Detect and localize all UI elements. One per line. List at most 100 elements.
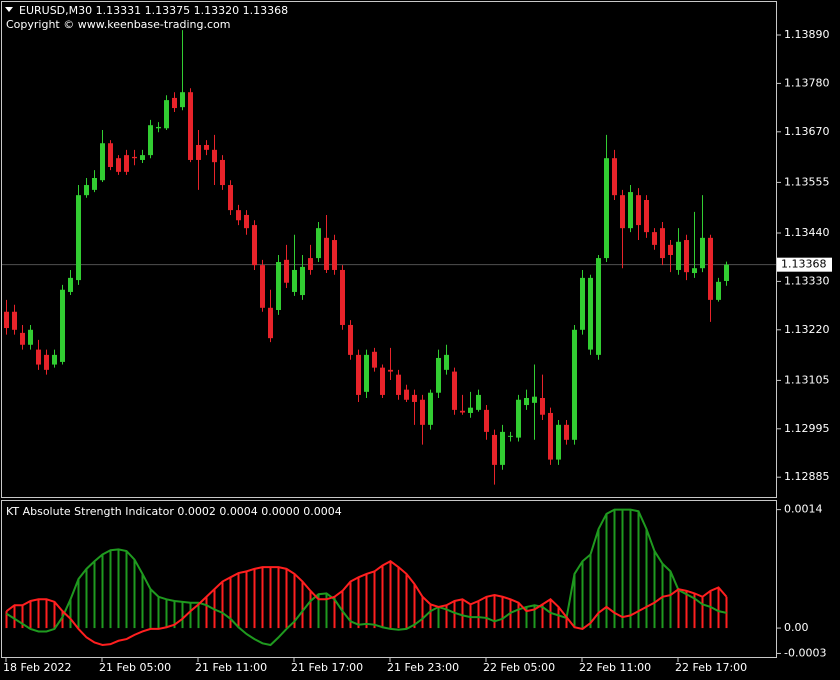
candle-body xyxy=(628,192,633,229)
candle-body xyxy=(164,100,169,129)
candle-body xyxy=(540,398,545,415)
candle-body xyxy=(500,431,505,465)
candle-body xyxy=(724,264,729,281)
candle-body xyxy=(676,241,681,270)
candle-body xyxy=(132,156,137,159)
candle-body xyxy=(612,158,617,196)
candle-body xyxy=(364,354,369,392)
candle-body xyxy=(188,92,193,160)
strength-line xyxy=(5,508,727,647)
candle-body xyxy=(660,228,665,259)
candle-body xyxy=(444,354,449,370)
x-tick-label: 22 Feb 11:00 xyxy=(579,661,651,674)
candle-body xyxy=(300,266,305,296)
candle-body xyxy=(524,398,529,406)
candle-body xyxy=(716,281,721,300)
candle-body xyxy=(468,407,473,413)
candle-body xyxy=(636,195,641,226)
candle-body xyxy=(516,399,521,438)
candle-body xyxy=(508,435,513,437)
x-tick-label: 21 Feb 17:00 xyxy=(291,661,363,674)
candle-body xyxy=(588,277,593,350)
x-tick-label: 21 Feb 23:00 xyxy=(387,661,459,674)
candle-body xyxy=(308,258,313,270)
candle-body xyxy=(412,394,417,402)
y-tick-label: 0.0014 xyxy=(784,503,823,516)
candle-body xyxy=(220,159,225,186)
candle-body xyxy=(700,237,705,269)
candle-body xyxy=(420,399,425,425)
candle-body xyxy=(484,409,489,432)
candle-body xyxy=(340,269,345,325)
candle-body xyxy=(316,228,321,259)
candle-body xyxy=(460,410,465,413)
candle-body xyxy=(52,354,57,365)
candle-body xyxy=(196,145,201,160)
candle-body xyxy=(692,268,697,274)
y-tick-label: 1.13330 xyxy=(784,274,830,287)
y-tick-label: 1.13555 xyxy=(784,175,830,188)
y-tick-label: 1.13105 xyxy=(784,373,830,386)
candle-body xyxy=(652,232,657,245)
chart-title: EURUSD,M30 1.13331 1.13375 1.13320 1.133… xyxy=(19,4,288,17)
candle-body xyxy=(84,185,89,196)
candle-body xyxy=(228,185,233,211)
candle-body xyxy=(180,92,185,108)
candle-body xyxy=(452,371,457,410)
candle-body xyxy=(572,329,577,440)
strength-line xyxy=(5,560,728,647)
candle-body xyxy=(28,329,33,345)
candle-body xyxy=(644,200,649,233)
chart-subtitle: Copyright © www.keenbase-trading.com xyxy=(6,18,230,31)
candle-body xyxy=(564,424,569,440)
candle-body xyxy=(596,258,601,355)
last-price-label: 1.13368 xyxy=(781,258,827,271)
candle-body xyxy=(276,262,281,310)
plot-layer: 1.13890 1.13780 1.13670 1.13555 1.13440 1.133… xyxy=(2,28,832,674)
candle-body xyxy=(556,424,561,460)
y-tick-label: 1.12995 xyxy=(784,422,830,435)
x-tick-label: 21 Feb 05:00 xyxy=(99,661,171,674)
y-tick-label: -0.0003 xyxy=(784,646,826,659)
candle-body xyxy=(284,259,289,283)
candle-body xyxy=(212,149,217,163)
main-pane xyxy=(1,1,777,498)
candle-body xyxy=(100,143,105,181)
y-tick-label: 1.13220 xyxy=(784,323,830,336)
menu-triangle xyxy=(5,7,13,12)
candle-body xyxy=(548,412,553,460)
candle-body xyxy=(20,332,25,345)
candle-body xyxy=(492,434,497,465)
candle-body xyxy=(204,145,209,150)
candle-body xyxy=(428,392,433,425)
candle-body xyxy=(172,97,177,109)
candle-body xyxy=(156,126,161,129)
candle-body xyxy=(92,178,97,190)
candle-body xyxy=(396,374,401,395)
candle-body xyxy=(380,367,385,395)
candle-body xyxy=(404,389,409,400)
candle-body xyxy=(708,237,713,300)
y-tick-label: 1.13780 xyxy=(784,76,830,89)
candle-body xyxy=(260,265,265,308)
indicator-pane xyxy=(1,500,777,658)
candle-body xyxy=(388,369,393,372)
x-tick-label: 18 Feb 2022 xyxy=(3,661,71,674)
candle-body xyxy=(12,311,17,330)
candle-body xyxy=(292,269,297,292)
candle-body xyxy=(532,396,537,403)
candle-body xyxy=(76,195,81,281)
candle-body xyxy=(68,277,73,292)
candle-body xyxy=(140,155,145,160)
candle-body xyxy=(620,195,625,229)
candle-body xyxy=(604,158,609,259)
candle-body xyxy=(4,311,9,329)
candle-body xyxy=(116,158,121,172)
candle-body xyxy=(332,240,337,270)
indicator-title: KT Absolute Strength Indicator 0.0002 0.… xyxy=(6,505,342,518)
candle-body xyxy=(148,125,153,156)
candle-body xyxy=(668,244,673,255)
